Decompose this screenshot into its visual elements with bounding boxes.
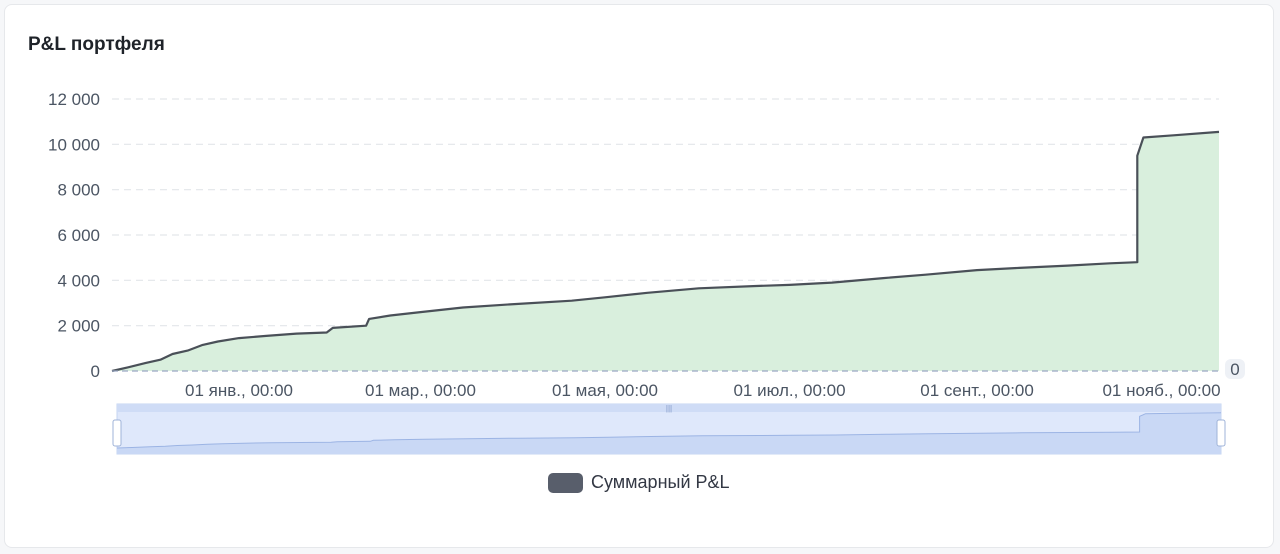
pnl-line: [111, 130, 1220, 373]
y-tick-label: 2 000: [57, 317, 100, 336]
range-end-label: 0: [1230, 360, 1239, 379]
legend-label: Суммарный P&L: [591, 472, 730, 492]
legend-item[interactable]: Суммарный P&L: [548, 472, 730, 493]
zoom-preview-area: [117, 412, 1221, 454]
y-tick-label: 0: [91, 362, 100, 381]
x-tick-label: 01 сент., 00:00: [920, 381, 1034, 400]
legend-swatch: [548, 472, 583, 493]
x-tick-label: 01 мая, 00:00: [552, 381, 658, 400]
zoom-grip-icon: |||: [666, 404, 672, 413]
x-tick-label: 01 янв., 00:00: [185, 381, 293, 400]
zoom-top-bar: [117, 404, 1221, 412]
y-tick-label: 10 000: [48, 135, 100, 154]
chart-title: P&L портфеля: [28, 34, 165, 55]
y-tick-label: 12 000: [48, 90, 100, 109]
range-end-badge: [1225, 359, 1245, 379]
y-tick-label: 4 000: [57, 271, 100, 290]
zoom-handle-right[interactable]: [1216, 419, 1226, 447]
x-tick-label: 01 нояб., 00:00: [1102, 381, 1220, 400]
zoom-handle-left[interactable]: [112, 419, 122, 447]
y-tick-label: 8 000: [57, 181, 100, 200]
y-tick-label: 6 000: [57, 226, 100, 245]
pnl-area: [112, 131, 1219, 371]
zoom-preview-line: [116, 412, 1222, 449]
x-tick-label: 01 июл., 00:00: [733, 381, 845, 400]
x-tick-label: 01 мар., 00:00: [365, 381, 476, 400]
